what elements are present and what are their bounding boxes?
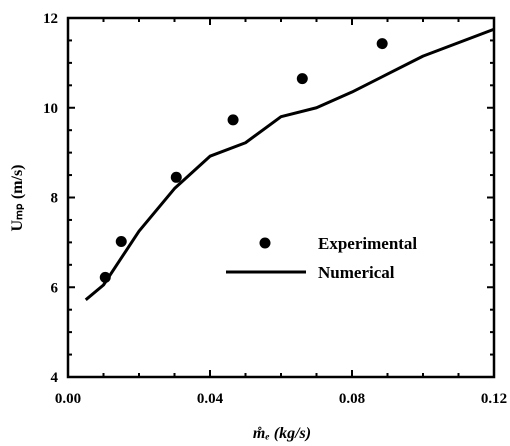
- experimental-data-point: [170, 171, 182, 183]
- tick-marks-group: [67, 17, 495, 378]
- legend-numerical-label: Numerical: [318, 263, 395, 282]
- tick-labels-group: 0.00 0.04 0.08 0.12 4 6 8 10 12: [43, 11, 507, 407]
- x-axis-label: m̊ₑ (kg/s): [253, 425, 311, 442]
- x-tick-label: 0.04: [197, 391, 224, 407]
- y-tick-label: 4: [51, 370, 59, 386]
- x-tick-label: 0.12: [481, 391, 507, 407]
- numerical-series-line: [84, 27, 495, 301]
- y-tick-label: 6: [51, 280, 59, 296]
- y-tick-label: 12: [43, 11, 58, 27]
- y-tick-label: 10: [43, 101, 58, 117]
- plot-frame: [66, 16, 496, 379]
- y-axis-label: Uₘₚ (m/s): [9, 164, 26, 231]
- x-tick-label: 0.08: [339, 391, 365, 407]
- experimental-data-point: [227, 114, 239, 126]
- experimental-data-point: [296, 73, 308, 85]
- legend-group: Experimental Numerical: [226, 234, 417, 282]
- series-group: [84, 27, 495, 301]
- x-tick-label: 0.00: [55, 391, 81, 407]
- plot-frame-group: [66, 16, 496, 379]
- experimental-data-point: [115, 235, 127, 247]
- legend-experimental-label: Experimental: [318, 234, 417, 253]
- legend-experimental-marker: [259, 237, 271, 249]
- y-tick-label: 8: [51, 191, 59, 207]
- experimental-data-point: [376, 38, 388, 50]
